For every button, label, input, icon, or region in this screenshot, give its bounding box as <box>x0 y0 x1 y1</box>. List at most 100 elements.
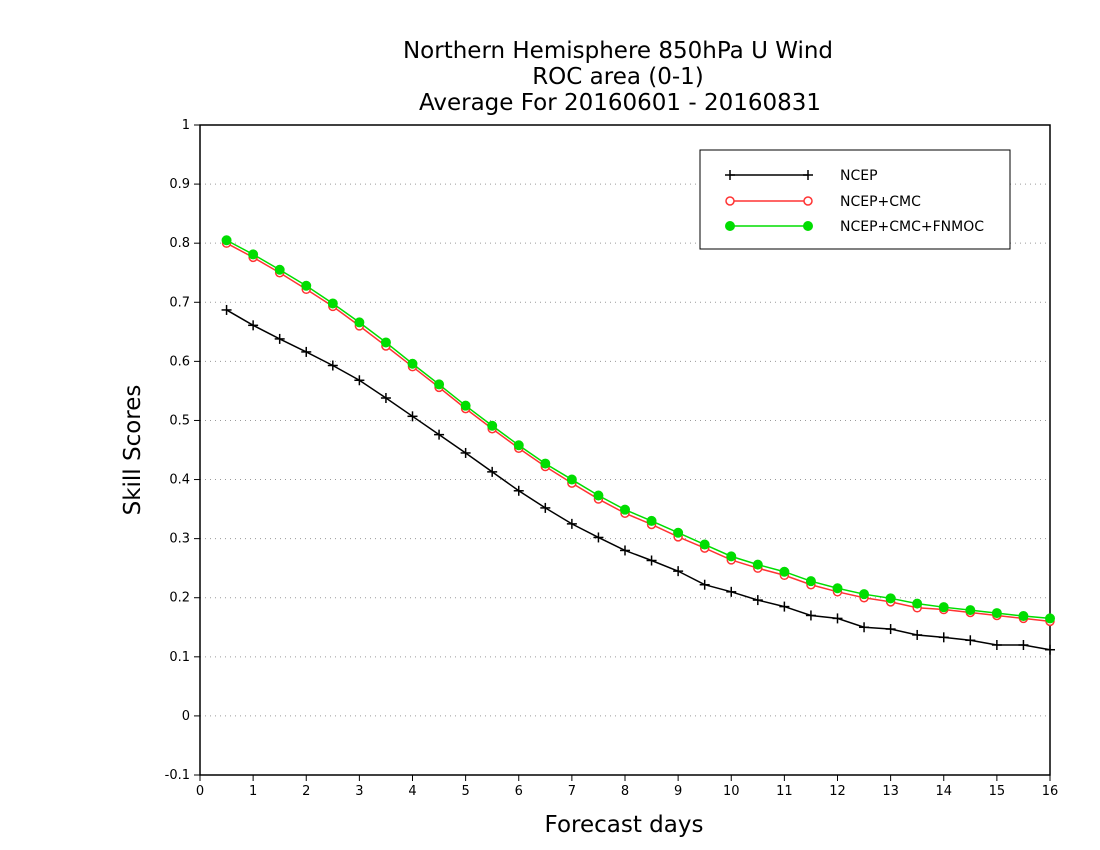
data-point-ncep <box>726 586 737 597</box>
data-point-ncep-cmc-fnmoc <box>1018 611 1029 622</box>
data-point-ncep-cmc-fnmoc <box>593 490 604 501</box>
y-tick-label: 0.2 <box>169 591 190 606</box>
data-point-ncep <box>327 360 338 371</box>
x-tick-label: 12 <box>829 784 846 799</box>
data-point-ncep <box>646 555 657 566</box>
y-tick-label: 0.6 <box>169 354 190 369</box>
y-tick-label: 1 <box>182 118 190 133</box>
data-point-ncep-cmc-fnmoc <box>646 515 657 526</box>
chart-title-line-2: ROC area (0-1) <box>532 64 704 90</box>
legend-item-ncep: NCEP <box>725 168 878 184</box>
series-ncep <box>221 304 1055 655</box>
data-point-ncep-cmc-fnmoc <box>885 593 896 604</box>
data-point-ncep <box>938 632 949 643</box>
legend-marker <box>725 221 735 231</box>
data-point-ncep-cmc-fnmoc <box>991 608 1002 619</box>
data-point-ncep <box>673 566 684 577</box>
gridlines <box>200 183 1050 717</box>
data-point-ncep-cmc-fnmoc <box>965 605 976 616</box>
series-ncep-cmc <box>221 238 1055 627</box>
data-point-ncep-cmc-fnmoc <box>540 458 551 469</box>
data-point-ncep-cmc-fnmoc <box>912 598 923 609</box>
data-point-ncep-cmc-fnmoc <box>726 551 737 562</box>
y-axis-title: Skill Scores <box>120 385 146 516</box>
x-tick-label: 6 <box>515 784 523 799</box>
data-point-ncep-cmc-fnmoc <box>805 576 816 587</box>
data-point-ncep-cmc-fnmoc <box>434 379 445 390</box>
data-point-ncep-cmc-fnmoc <box>380 337 391 348</box>
series-line-ncep-cmc <box>226 242 1051 623</box>
data-point-ncep <box>380 393 391 403</box>
data-point-ncep <box>1018 640 1029 650</box>
data-point-ncep <box>301 346 312 357</box>
y-tick-label: 0.7 <box>169 295 190 310</box>
data-point-ncep-cmc-fnmoc <box>620 504 630 515</box>
x-tick-label: 7 <box>568 784 576 799</box>
legend-item-ncep-cmc-fnmoc: NCEP+CMC+FNMOC <box>725 219 984 235</box>
data-point-ncep <box>859 622 870 633</box>
legend-marker <box>803 170 813 180</box>
data-point-ncep <box>566 518 577 529</box>
data-point-ncep-cmc-fnmoc <box>1045 613 1055 624</box>
series-line-ncep <box>226 309 1051 651</box>
axes: -0.100.10.20.30.40.50.60.70.80.910 1 2 3 4 5 6… <box>165 118 1059 799</box>
data-point-ncep-cmc-fnmoc <box>354 317 365 328</box>
data-point-ncep-cmc-fnmoc <box>566 474 577 485</box>
y-tick-label: 0.1 <box>169 650 190 665</box>
y-tick-label: -0.1 <box>165 768 190 783</box>
data-point-ncep-cmc-fnmoc <box>460 400 471 411</box>
data-point-ncep <box>752 595 763 606</box>
chart-title: Northern Hemisphere 850hPa U Wind ROC ar… <box>403 38 833 116</box>
legend-marker <box>725 170 735 180</box>
x-tick-label: 1 <box>249 784 257 799</box>
x-tick-label: 2 <box>302 784 310 799</box>
data-point-ncep <box>991 640 1002 650</box>
data-point-ncep-cmc-fnmoc <box>407 358 418 369</box>
data-point-ncep <box>965 635 976 646</box>
x-tick-label: 14 <box>935 784 952 799</box>
data-point-ncep <box>354 375 365 386</box>
x-tick-label: 4 <box>408 784 416 799</box>
series-line-ncep-cmc-fnmoc <box>226 239 1051 620</box>
x-tick-label: 16 <box>1042 784 1059 799</box>
data-point-ncep <box>620 545 630 556</box>
data-point-ncep-cmc-fnmoc <box>221 235 232 246</box>
y-tick-label: 0.9 <box>169 177 190 192</box>
data-point-ncep <box>1045 644 1055 655</box>
legend-marker <box>803 221 813 231</box>
x-tick-label: 8 <box>621 784 629 799</box>
data-point-ncep <box>805 610 816 621</box>
legend-label: NCEP <box>840 168 878 184</box>
data-point-ncep-cmc-fnmoc <box>832 583 843 594</box>
data-point-ncep-cmc-fnmoc <box>859 589 870 600</box>
x-tick-label: 5 <box>461 784 469 799</box>
legend: NCEP NCEP+CMC NCEP+CMC+FNMOC <box>699 149 1011 250</box>
data-point-ncep-cmc-fnmoc <box>513 440 524 451</box>
legend-label: NCEP+CMC+FNMOC <box>840 219 984 235</box>
data-point-ncep-cmc-fnmoc <box>699 539 710 550</box>
data-point-ncep <box>779 601 790 612</box>
y-tick-label: 0.5 <box>169 413 190 428</box>
data-point-ncep <box>540 502 551 513</box>
x-tick-label: 11 <box>776 784 793 799</box>
data-point-ncep <box>699 579 710 590</box>
series-ncep-cmc-fnmoc <box>221 235 1055 624</box>
y-tick-label: 0.3 <box>169 532 190 547</box>
y-tick-label: 0.4 <box>169 473 190 488</box>
legend-marker <box>725 196 735 206</box>
legend-item-ncep-cmc: NCEP+CMC <box>725 194 921 210</box>
data-point-ncep <box>274 333 285 344</box>
y-tick-label: 0.8 <box>169 236 190 251</box>
x-tick-label: 15 <box>989 784 1006 799</box>
data-point-ncep-cmc-fnmoc <box>248 249 259 260</box>
data-point-ncep <box>593 532 604 543</box>
data-point-ncep-cmc-fnmoc <box>673 527 684 538</box>
data-point-ncep <box>832 613 843 624</box>
data-point-ncep <box>407 411 418 422</box>
data-point-ncep-cmc-fnmoc <box>327 298 338 309</box>
data-point-ncep <box>885 624 896 635</box>
data-point-ncep <box>248 320 259 331</box>
plot-series <box>221 235 1055 655</box>
data-point-ncep-cmc-fnmoc <box>487 420 498 431</box>
